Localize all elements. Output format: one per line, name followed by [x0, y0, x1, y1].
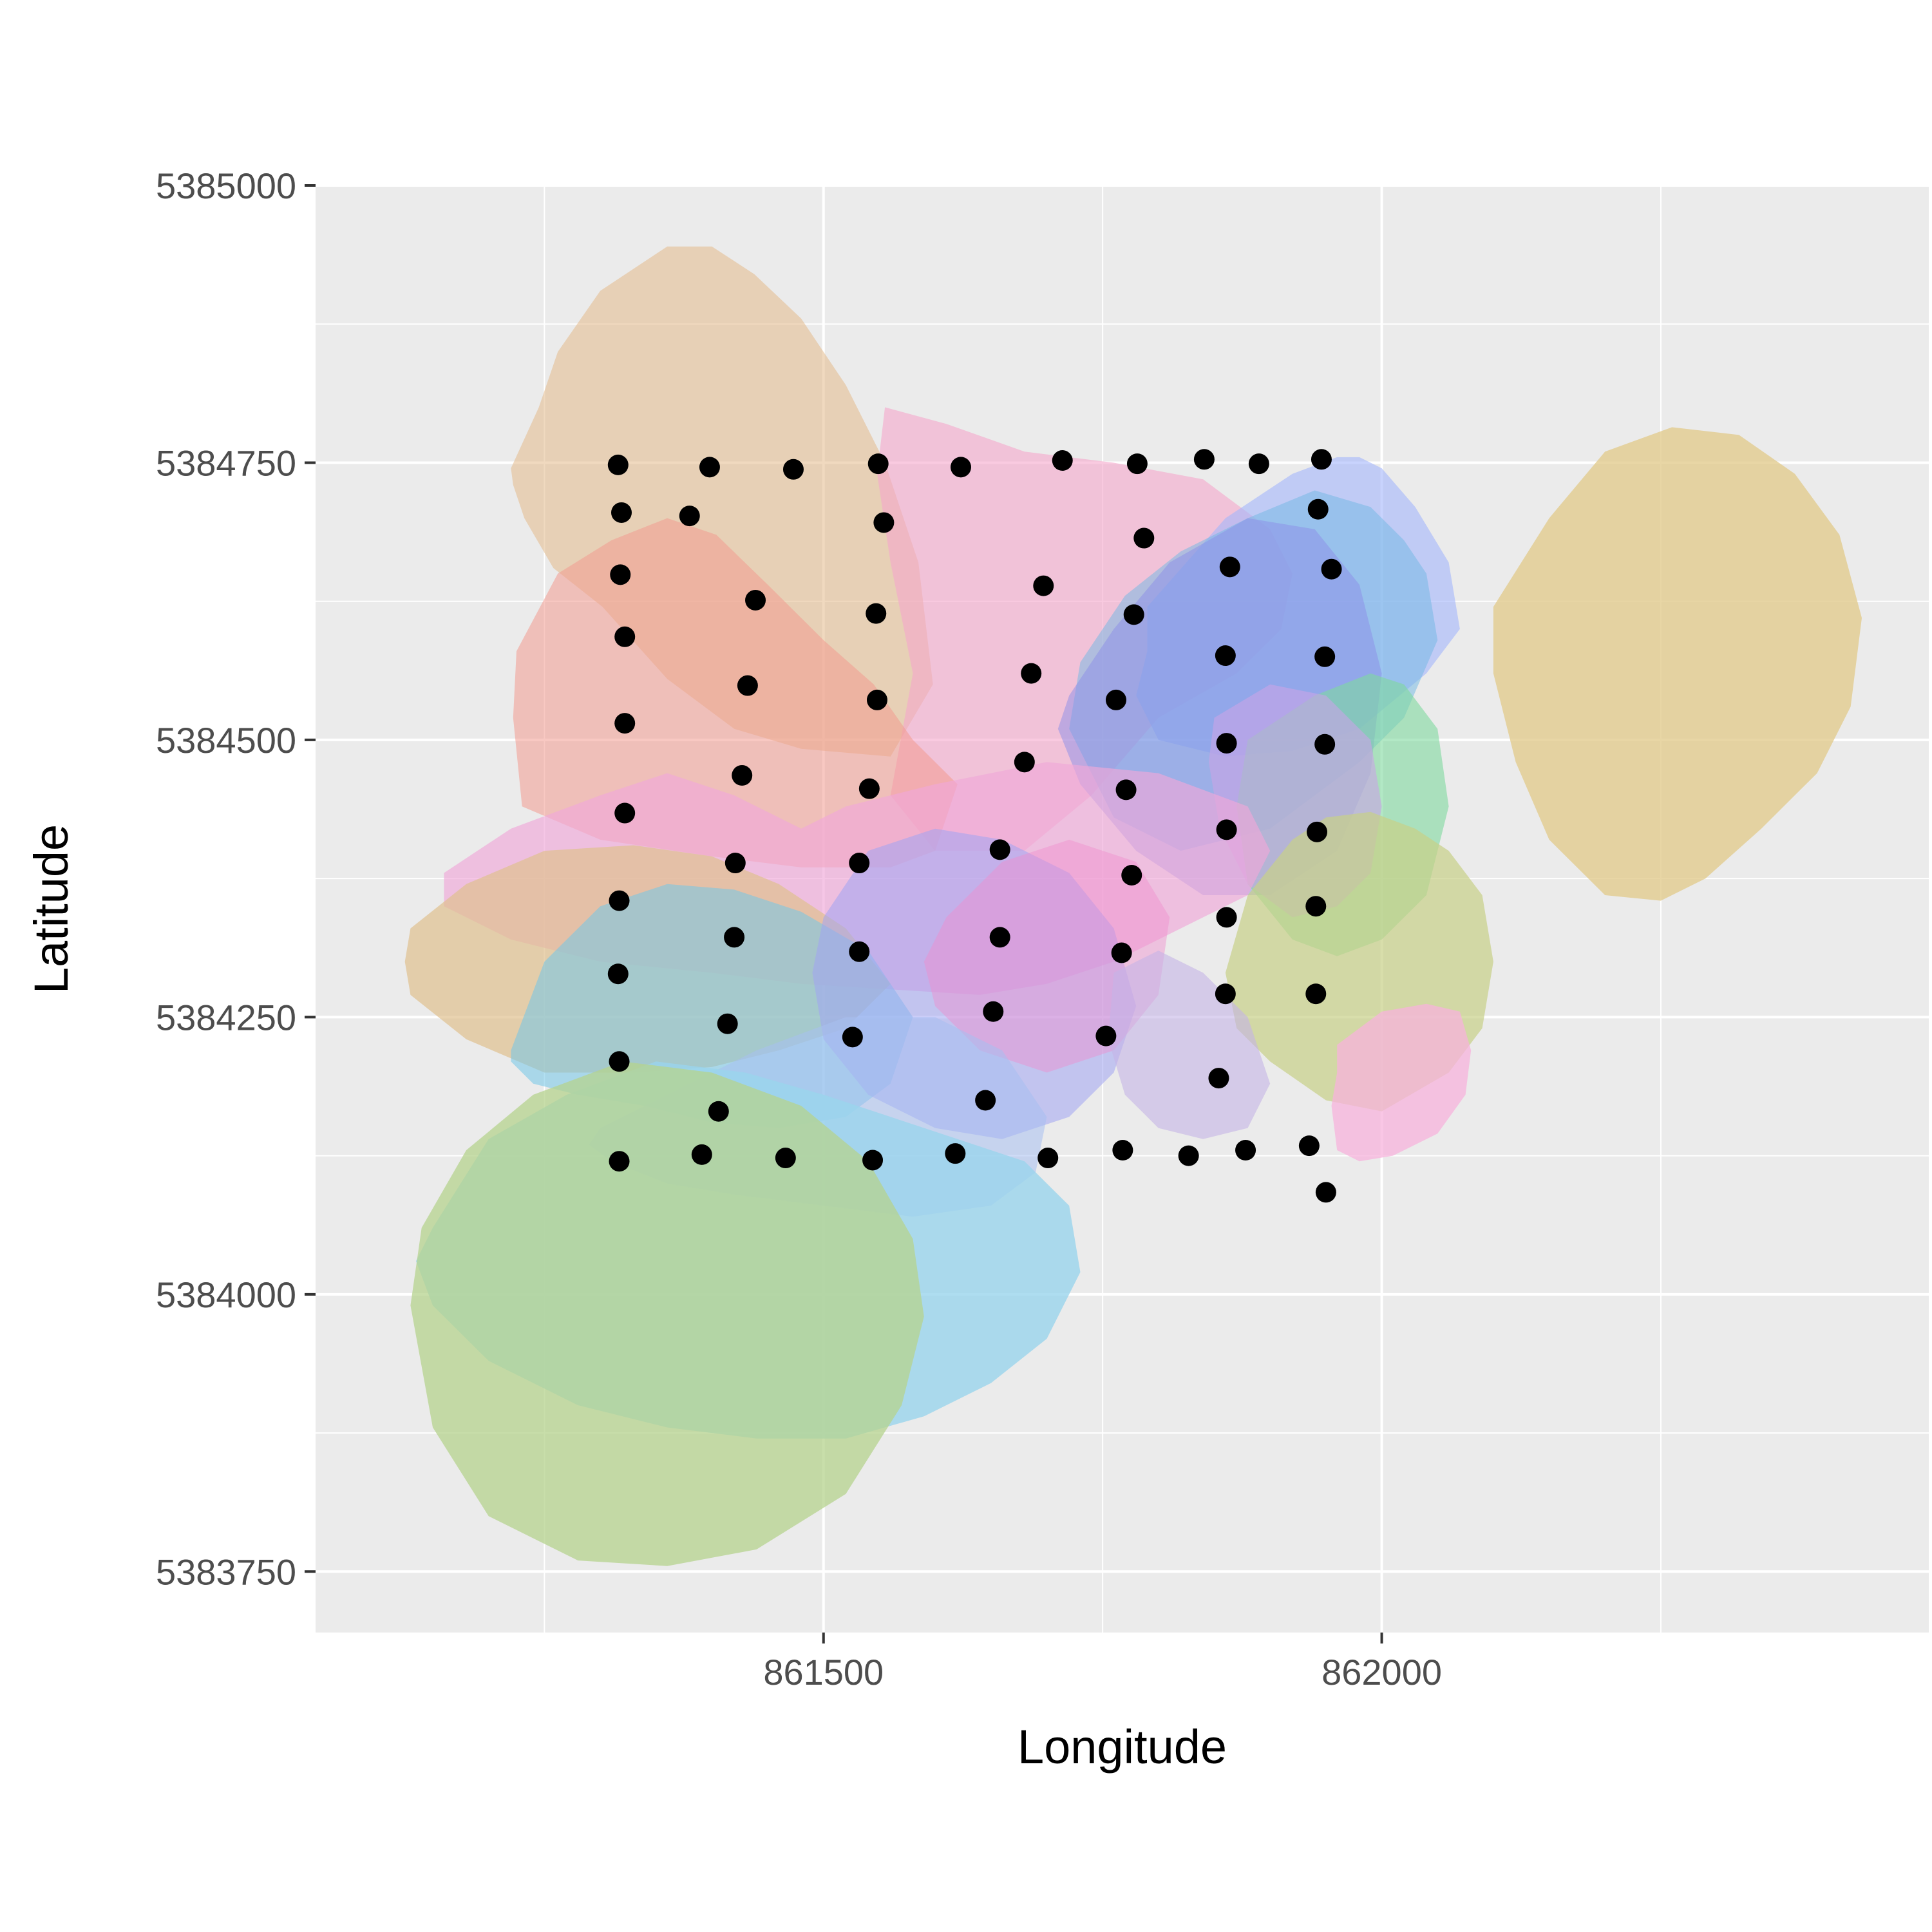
data-point: [1216, 819, 1237, 840]
data-point: [1305, 896, 1327, 917]
data-point: [1314, 646, 1336, 667]
data-point: [1111, 942, 1132, 963]
data-point: [745, 589, 766, 611]
data-point: [614, 713, 636, 734]
data-point: [1219, 556, 1240, 578]
y-tick-label: 5384500: [156, 720, 296, 761]
data-point: [724, 927, 745, 948]
data-point: [610, 564, 631, 585]
hull-polygon: [511, 246, 933, 757]
data-point: [1315, 1182, 1336, 1203]
hull-polygon: [1108, 951, 1271, 1139]
data-point: [737, 675, 758, 696]
data-point: [1193, 449, 1215, 470]
data-point: [782, 459, 804, 480]
data-point: [609, 1151, 630, 1172]
data-point: [717, 1013, 738, 1034]
y-tick-label: 5385000: [156, 166, 296, 206]
data-point: [1314, 734, 1336, 755]
data-point: [1216, 733, 1237, 754]
data-point: [1298, 1135, 1320, 1157]
data-point: [1216, 907, 1237, 928]
data-point: [1133, 527, 1155, 549]
data-point: [1126, 453, 1148, 475]
data-point: [614, 802, 636, 824]
data-point: [1115, 779, 1137, 800]
data-point: [989, 839, 1010, 860]
data-point: [1307, 498, 1329, 520]
data-point: [607, 963, 629, 985]
data-point: [699, 457, 720, 478]
x-axis-title: Longitude: [1018, 1720, 1227, 1774]
data-point: [1307, 821, 1328, 842]
data-point: [945, 1143, 966, 1164]
data-point: [989, 927, 1010, 948]
data-point: [1235, 1140, 1256, 1160]
data-point: [609, 890, 630, 911]
data-point: [866, 689, 887, 710]
x-tick-label: 862000: [1321, 1652, 1442, 1692]
x-tick-label: 861500: [763, 1652, 884, 1692]
data-point: [609, 1051, 630, 1072]
hull-polygon: [513, 518, 958, 867]
data-point: [1321, 558, 1342, 580]
data-point: [614, 626, 636, 647]
data-points: [607, 449, 1342, 1203]
y-axis-title: Latitude: [24, 824, 78, 994]
hull-polygon: [1493, 427, 1862, 901]
data-point: [691, 1144, 712, 1165]
data-point: [842, 1027, 863, 1048]
data-point: [1215, 645, 1236, 667]
data-point: [1248, 453, 1269, 475]
data-point: [1311, 449, 1332, 470]
data-point: [1014, 752, 1035, 773]
y-tick-label: 5383750: [156, 1551, 296, 1592]
data-point: [1208, 1068, 1229, 1089]
data-point: [1305, 983, 1327, 1005]
data-point: [1121, 864, 1142, 886]
y-tick-label: 5384000: [156, 1274, 296, 1315]
y-tick-label: 5384250: [156, 997, 296, 1037]
data-point: [732, 765, 753, 786]
data-point: [1178, 1145, 1199, 1166]
data-point: [1112, 1140, 1133, 1160]
data-point: [1037, 1148, 1059, 1169]
data-point: [983, 1001, 1004, 1022]
data-point: [611, 502, 632, 523]
data-point: [849, 941, 870, 962]
data-point: [1033, 575, 1054, 596]
hull-polygon: [1331, 1003, 1472, 1162]
data-point: [858, 778, 880, 799]
data-point: [1123, 604, 1144, 625]
data-point: [951, 457, 971, 478]
data-point: [1105, 689, 1126, 710]
data-point: [775, 1148, 796, 1169]
hull-polygon: [877, 407, 1293, 851]
data-point: [1021, 663, 1042, 684]
data-point: [724, 853, 746, 874]
y-tick-label: 5384750: [156, 442, 296, 483]
data-point: [607, 454, 629, 475]
data-point: [1052, 450, 1073, 471]
data-point: [975, 1090, 996, 1111]
x-axis: 861500 862000: [763, 1633, 1442, 1692]
data-point: [867, 453, 889, 475]
data-point: [1095, 1025, 1117, 1046]
data-point: [679, 506, 700, 527]
data-point: [866, 603, 887, 624]
data-point: [1215, 983, 1236, 1005]
y-axis: 5383750 5384000 5384250 5384500 5384750 53850…: [156, 166, 316, 1592]
data-point: [873, 512, 895, 533]
hull-polygon: [410, 1061, 924, 1566]
data-point: [849, 853, 870, 874]
data-point: [862, 1150, 884, 1171]
data-point: [708, 1101, 729, 1122]
